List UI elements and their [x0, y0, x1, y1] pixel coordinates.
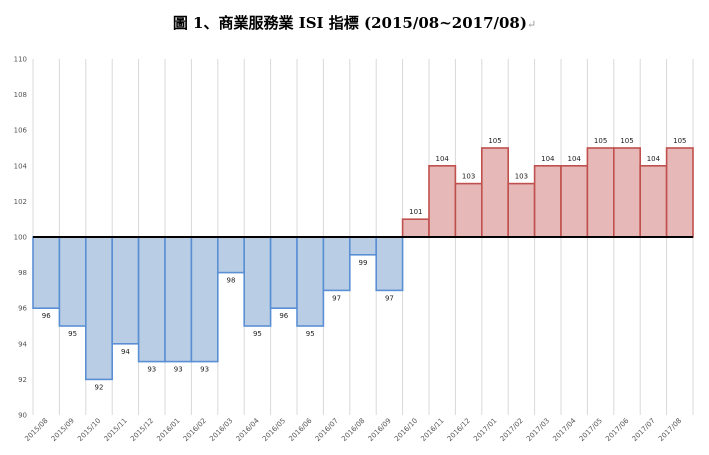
- y-tick-label: 108: [14, 91, 27, 99]
- data-label: 98: [227, 277, 236, 285]
- data-label: 104: [541, 155, 555, 163]
- x-tick-label: 2017/07: [631, 417, 657, 443]
- x-tick-label: 2015/12: [129, 417, 155, 443]
- bar: [111, 236, 140, 345]
- bar: [164, 236, 193, 363]
- x-tick-label: 2017/01: [472, 417, 498, 443]
- bar: [586, 147, 615, 238]
- x-tick-label: 2017/05: [578, 417, 604, 443]
- x-tick-label: 2016/06: [287, 416, 314, 443]
- bar: [32, 236, 61, 309]
- bar: [137, 236, 166, 363]
- data-label: 105: [620, 137, 633, 145]
- bar: [85, 236, 114, 381]
- x-tick-label: 2017/06: [604, 416, 631, 443]
- data-label: 99: [359, 259, 368, 267]
- x-tick-label: 2016/11: [419, 417, 445, 443]
- data-label: 104: [568, 155, 582, 163]
- bar: [190, 236, 219, 363]
- data-label: 96: [42, 312, 51, 320]
- x-tick-label: 2015/11: [103, 417, 129, 443]
- x-tick-label: 2016/02: [182, 417, 208, 443]
- bar: [322, 236, 351, 292]
- x-tick-label: 2015/10: [76, 417, 102, 443]
- data-label: 105: [673, 137, 686, 145]
- data-label: 105: [594, 137, 607, 145]
- data-label: 95: [306, 330, 315, 338]
- y-tick-label: 92: [18, 376, 27, 384]
- y-tick-label: 90: [18, 412, 27, 420]
- data-label: 93: [174, 366, 183, 374]
- bar: [639, 165, 668, 238]
- bar: [428, 165, 457, 238]
- bar: [401, 218, 430, 238]
- chart-title-text: 圖 1、商業服務業 ISI 指標 (2015/08~2017/08): [172, 14, 527, 32]
- bar: [269, 236, 298, 309]
- y-tick-label: 96: [18, 305, 27, 313]
- y-tick-label: 100: [14, 234, 27, 242]
- bar: [480, 147, 509, 238]
- data-label: 93: [147, 366, 156, 374]
- x-tick-label: 2016/08: [340, 417, 366, 443]
- x-tick-label: 2016/10: [393, 417, 419, 443]
- data-label: 97: [332, 294, 341, 302]
- x-tick-label: 2017/03: [525, 417, 551, 443]
- bar: [375, 236, 404, 292]
- data-label: 97: [385, 294, 394, 302]
- data-label: 95: [253, 330, 262, 338]
- x-tick-label: 2015/09: [50, 417, 76, 443]
- bar: [507, 182, 536, 238]
- labels-layer: 96 95 92 94 93 93 93 98 95 96 95 97 99 97 101 104 103 105…: [42, 137, 687, 391]
- x-tick-label: 2015/08: [23, 417, 49, 443]
- bar: [454, 182, 483, 238]
- bar: [533, 165, 562, 238]
- data-label: 92: [95, 383, 104, 391]
- y-tick-label: 110: [14, 56, 27, 64]
- bar: [348, 236, 377, 256]
- bar: [243, 236, 272, 327]
- bar: [217, 236, 246, 274]
- x-tick-label: 2016/03: [208, 417, 234, 443]
- x-tick-label: 2016/04: [235, 416, 262, 443]
- bar: [296, 236, 325, 327]
- bar: [58, 236, 87, 327]
- data-label: 96: [279, 312, 288, 320]
- bar: [560, 165, 589, 238]
- bar: [665, 147, 694, 238]
- data-label: 95: [68, 330, 77, 338]
- chart-title: 圖 1、商業服務業 ISI 指標 (2015/08~2017/08)↵: [0, 12, 709, 33]
- bar: [612, 147, 641, 238]
- y-tick-label: 102: [14, 198, 27, 206]
- data-label: 101: [409, 208, 422, 216]
- x-tick-label: 2016/05: [261, 417, 287, 443]
- data-label: 103: [462, 173, 475, 181]
- data-label: 105: [488, 137, 501, 145]
- data-label: 103: [515, 173, 528, 181]
- y-tick-label: 104: [14, 162, 28, 170]
- return-mark-icon: ↵: [526, 18, 537, 31]
- bars-layer: [32, 147, 694, 381]
- y-tick-label: 98: [18, 269, 27, 277]
- x-tick-label: 2016/09: [367, 417, 393, 443]
- x-tick-label: 2016/01: [155, 417, 181, 443]
- data-label: 104: [436, 155, 450, 163]
- data-label: 93: [200, 366, 209, 374]
- x-tick-label: 2017/02: [499, 417, 525, 443]
- x-tick-label: 2016/07: [314, 417, 340, 443]
- data-label: 104: [647, 155, 661, 163]
- data-label: 94: [121, 348, 130, 356]
- y-tick-label: 94: [18, 340, 27, 348]
- x-tick-label: 2016/12: [446, 417, 472, 443]
- y-tick-label: 106: [14, 127, 28, 135]
- x-tick-label: 2017/08: [657, 417, 683, 443]
- x-tick-label: 2017/04: [551, 416, 578, 443]
